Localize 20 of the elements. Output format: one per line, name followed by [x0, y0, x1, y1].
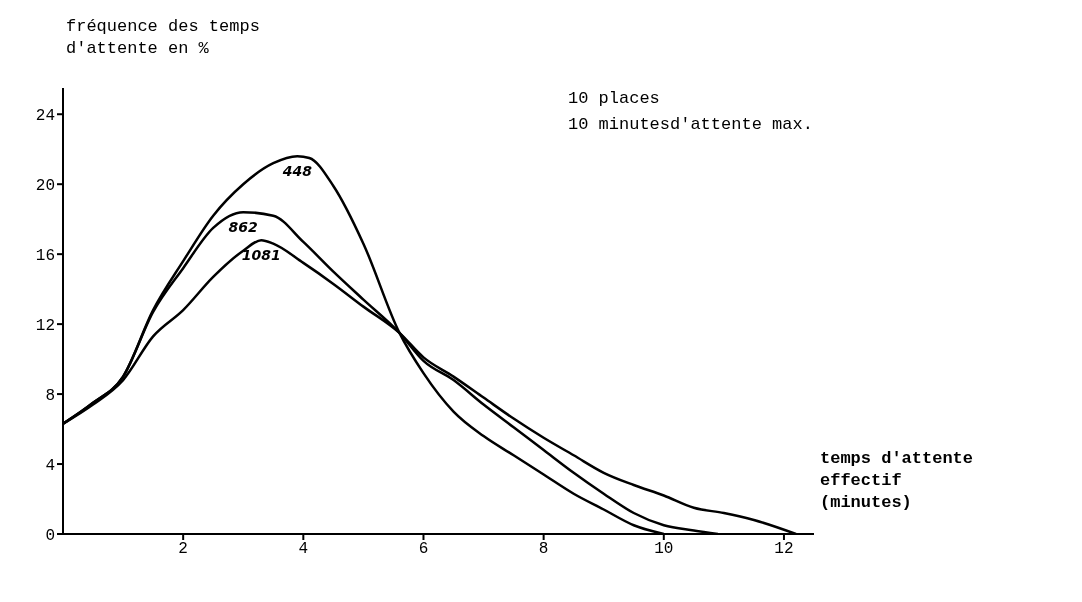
series-label: 448: [281, 163, 313, 180]
y-tick-label: 0: [45, 526, 55, 545]
annotation: 10 minutesd'attente max.: [568, 114, 813, 136]
series-label: 862: [228, 219, 258, 236]
x-tick-label: 12: [774, 540, 794, 559]
x-tick-label: 4: [298, 540, 309, 559]
y-tick-label: 20: [35, 176, 55, 195]
y-tick-label: 8: [45, 386, 55, 405]
y-axis-title: fréquence des temps d'attente en %: [66, 16, 261, 60]
x-tick-label: 10: [654, 540, 674, 559]
x-axis-title: temps d'attente effectif (minutes): [820, 448, 975, 514]
y-tick-label: 24: [35, 106, 55, 125]
y-tick-label: 4: [45, 456, 55, 475]
y-tick-label: 12: [35, 316, 55, 335]
x-tick-label: 8: [538, 540, 549, 559]
annotation: 10 places: [568, 88, 661, 110]
y-tick-label: 16: [35, 246, 55, 265]
x-tick-label: 6: [418, 540, 429, 559]
x-tick-label: 2: [178, 540, 188, 559]
series-label: 1081: [241, 247, 281, 264]
